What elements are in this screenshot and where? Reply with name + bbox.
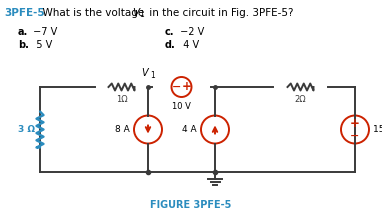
Text: 2Ω: 2Ω [295,95,306,104]
Text: 3PFE-5: 3PFE-5 [4,8,45,18]
Text: −7 V: −7 V [30,27,57,37]
Text: 1: 1 [139,10,144,19]
Text: +: + [350,117,360,130]
Text: 8 A: 8 A [115,125,130,134]
Text: 1: 1 [150,71,155,81]
Text: +: + [181,81,191,94]
Text: −2 V: −2 V [177,27,204,37]
Text: 3 Ω: 3 Ω [18,125,34,134]
Text: V: V [142,68,148,78]
Text: FIGURE 3PFE-5: FIGURE 3PFE-5 [150,200,232,210]
Text: 4 V: 4 V [177,40,199,50]
Text: −: − [172,82,182,92]
Text: 10 V: 10 V [172,102,191,111]
Text: b.: b. [18,40,29,50]
Text: in the circuit in Fig. 3PFE-5?: in the circuit in Fig. 3PFE-5? [146,8,293,18]
Text: −: − [350,130,360,140]
Text: V: V [132,8,139,18]
Text: 4 A: 4 A [182,125,197,134]
Text: What is the voltage: What is the voltage [36,8,147,18]
Text: 5 V: 5 V [30,40,52,50]
Text: c.: c. [165,27,175,37]
Text: d.: d. [165,40,176,50]
Text: 15 V: 15 V [373,125,382,134]
Text: 1Ω: 1Ω [116,95,127,104]
Text: a.: a. [18,27,28,37]
